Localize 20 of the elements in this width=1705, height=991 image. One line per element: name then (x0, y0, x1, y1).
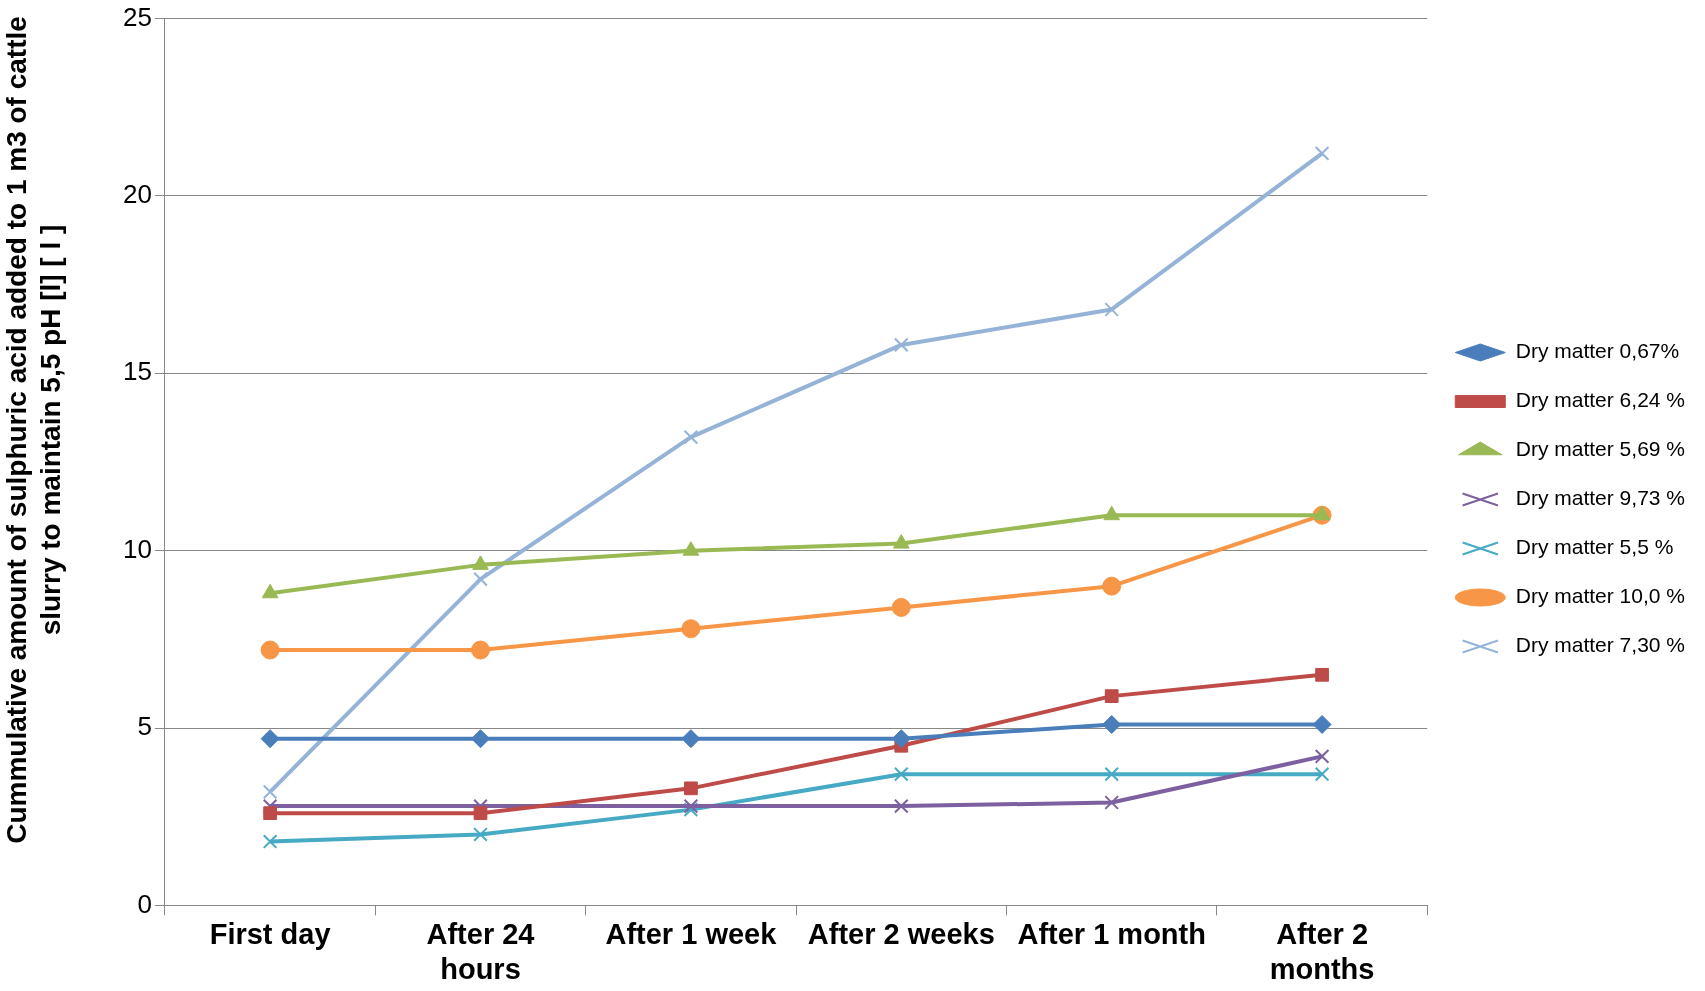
y-tick-label: 5 (137, 711, 152, 742)
x-tick-label: After 24 hours (426, 917, 535, 985)
legend-label: Dry matter 5,5 % (1515, 535, 1674, 559)
y-tick-label: 25 (123, 1, 152, 32)
x-tick-label: After 1 month (1017, 917, 1206, 950)
y-tick-label: 15 (123, 356, 152, 387)
legend-label: Dry matter 6,24 % (1515, 388, 1686, 412)
legend-label: Dry matter 9,73 % (1515, 486, 1686, 510)
y-tick-label: 0 (137, 888, 152, 919)
x-tick-label: After 1 week (605, 917, 778, 950)
y-axis-title: Cummulative amount of sulphuric acid added to 1 m3 of cattle slurry to maintain 5,5 pH [l] [ l ] (0, 15, 67, 846)
legend-label: Dry matter 0,67% (1515, 339, 1680, 363)
legend-label: Dry matter 7,30 % (1515, 633, 1686, 657)
x-tick-label: First day (209, 917, 331, 950)
x-tick-label: After 2 weeks (807, 917, 995, 950)
legend-label: Dry matter 10,0 % (1515, 584, 1686, 608)
y-tick-label: 10 (123, 533, 152, 564)
legend-label: Dry matter 5,69 % (1515, 437, 1686, 461)
x-tick-label: After 2 months (1269, 917, 1375, 985)
y-tick-label: 20 (123, 179, 152, 210)
